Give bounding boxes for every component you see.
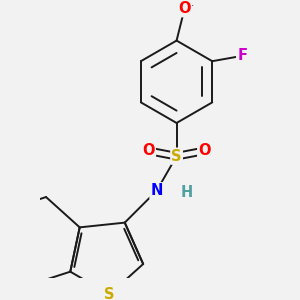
Text: O: O [142, 143, 155, 158]
Text: O: O [178, 1, 191, 16]
Text: H: H [180, 184, 193, 200]
Text: N: N [151, 183, 163, 198]
Text: S: S [171, 149, 182, 164]
Text: O: O [198, 143, 211, 158]
Text: S: S [104, 287, 115, 300]
Text: F: F [237, 48, 247, 63]
